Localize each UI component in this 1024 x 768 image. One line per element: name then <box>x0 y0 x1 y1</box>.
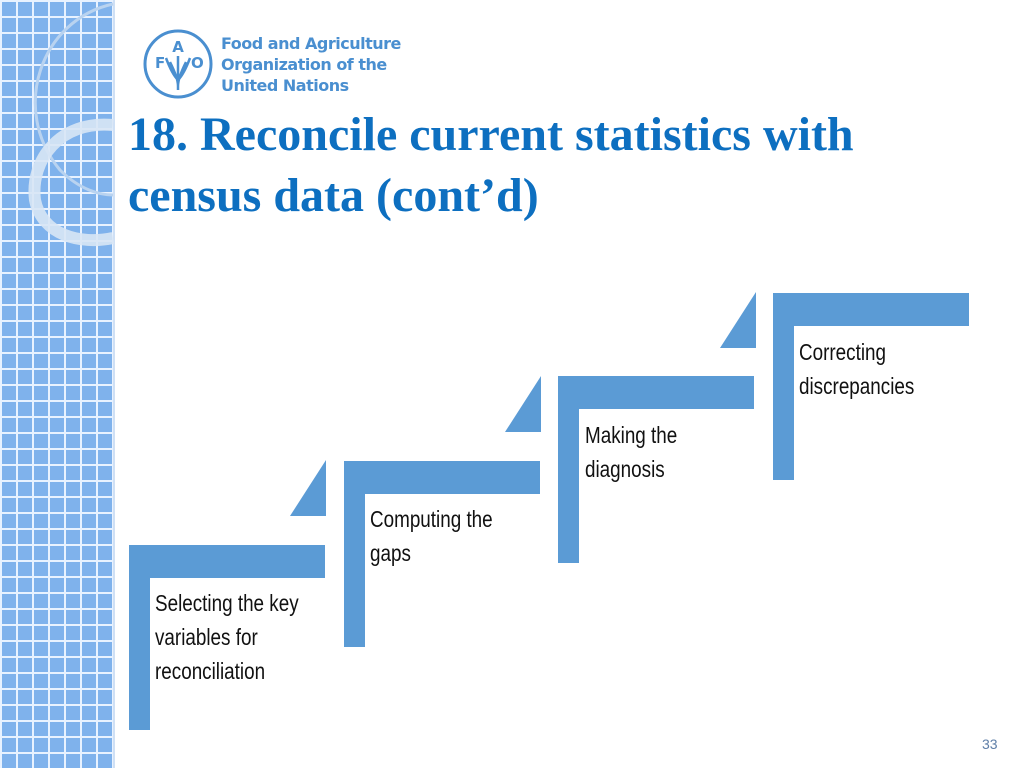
svg-text:O: O <box>191 54 204 72</box>
step-label: Selecting the key variables for reconcil… <box>155 586 299 688</box>
svg-text:A: A <box>172 38 184 56</box>
step-bar-horizontal <box>773 293 969 326</box>
step-label-line: Correcting <box>799 339 887 365</box>
step-label-line: reconciliation <box>155 658 266 684</box>
step-bar-vertical <box>773 293 794 480</box>
slide-title: 18. Reconcile current statistics with ce… <box>128 104 854 226</box>
step-bar-horizontal <box>558 376 754 409</box>
step-label: Correcting discrepancies <box>799 335 914 403</box>
step-bar-vertical <box>344 461 365 647</box>
svg-text:F: F <box>155 54 165 72</box>
step-arrow-triangle <box>505 376 541 432</box>
logo-line: Food and Agriculture <box>221 34 401 53</box>
step-label-line: variables for <box>155 624 258 650</box>
step-label: Computing the gaps <box>370 502 493 570</box>
step-arrow-triangle <box>290 460 326 516</box>
step-bar-horizontal <box>344 461 540 494</box>
fao-logo-icon: A F O <box>143 29 213 99</box>
step-label-line: Computing the <box>370 506 493 532</box>
page-number: 33 <box>982 736 998 752</box>
logo-line: Organization of the <box>221 55 387 74</box>
step-label: Making the diagnosis <box>585 418 677 486</box>
organization-name: Food and Agriculture Organization of the… <box>221 33 401 96</box>
step-label-line: discrepancies <box>799 373 915 399</box>
step-arrow-triangle <box>720 292 756 348</box>
title-line: census data (cont’d) <box>128 169 539 222</box>
step-bar-vertical <box>129 545 150 730</box>
step-bar-horizontal <box>129 545 325 578</box>
logo-line: United Nations <box>221 76 349 95</box>
step-label-line: gaps <box>370 540 411 566</box>
step-label-line: diagnosis <box>585 456 665 482</box>
step-label-line: Selecting the key <box>155 590 299 616</box>
step-label-line: Making the <box>585 422 678 448</box>
step-bar-vertical <box>558 376 579 563</box>
title-line: 18. Reconcile current statistics with <box>128 108 854 161</box>
decorative-swirl <box>28 2 115 247</box>
